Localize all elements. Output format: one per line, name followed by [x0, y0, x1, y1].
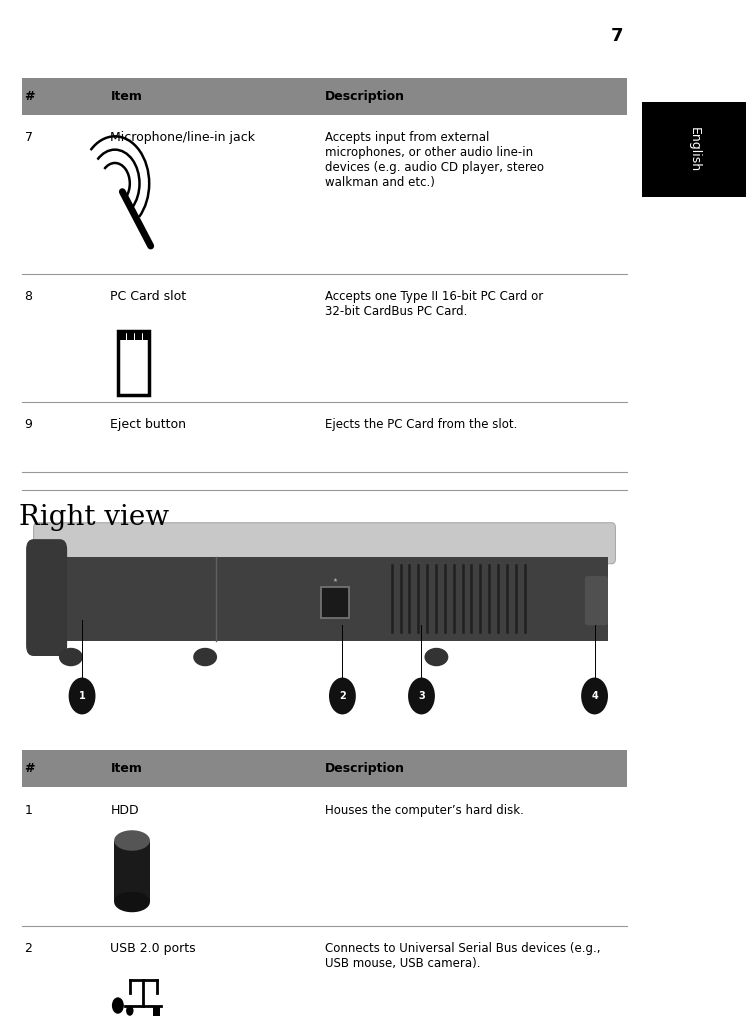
Text: Accepts one Type II 16-bit PC Card or
32-bit CardBus PC Card.: Accepts one Type II 16-bit PC Card or 32…	[325, 290, 543, 318]
Bar	[127, 331, 134, 340]
Text: 2: 2	[25, 942, 33, 955]
Bar	[22, 78, 627, 115]
Text: 2: 2	[339, 691, 346, 701]
Text: Description: Description	[325, 763, 404, 775]
Text: PC Card slot: PC Card slot	[110, 290, 186, 303]
Bar	[642, 102, 746, 197]
Bar	[153, 1006, 160, 1016]
Bar	[41, 557, 608, 641]
Text: USB 2.0 ports: USB 2.0 ports	[110, 942, 196, 955]
Text: Item: Item	[110, 763, 142, 775]
Text: 7: 7	[610, 27, 623, 45]
Text: 8: 8	[25, 290, 33, 303]
Text: #: #	[25, 763, 35, 775]
Ellipse shape	[193, 648, 217, 666]
Text: +: +	[113, 999, 123, 1012]
Text: Ejects the PC Card from the slot.: Ejects the PC Card from the slot.	[325, 418, 517, 432]
FancyBboxPatch shape	[26, 539, 67, 656]
Text: 1: 1	[25, 804, 33, 817]
Bar	[114, 840, 150, 902]
Text: Item: Item	[110, 90, 142, 102]
Ellipse shape	[114, 892, 150, 912]
Text: Accepts input from external
microphones, or other audio line-in
devices (e.g. au: Accepts input from external microphones,…	[325, 131, 544, 190]
Text: 4: 4	[591, 691, 598, 701]
Text: Description: Description	[325, 90, 404, 102]
FancyBboxPatch shape	[34, 523, 615, 564]
Ellipse shape	[424, 648, 448, 666]
Circle shape	[408, 678, 435, 714]
Bar	[118, 331, 149, 395]
Circle shape	[126, 1006, 134, 1016]
Ellipse shape	[59, 648, 83, 666]
Text: Eject button: Eject button	[110, 418, 186, 432]
Text: 9: 9	[25, 418, 33, 432]
Bar	[119, 331, 126, 340]
Text: 1: 1	[78, 691, 86, 701]
Text: Houses the computer’s hard disk.: Houses the computer’s hard disk.	[325, 804, 524, 817]
Text: 3: 3	[418, 691, 425, 701]
Text: HDD: HDD	[110, 804, 139, 817]
Text: Microphone/line-in jack: Microphone/line-in jack	[110, 131, 255, 145]
Ellipse shape	[114, 830, 150, 851]
Text: English: English	[687, 127, 700, 172]
FancyBboxPatch shape	[585, 576, 608, 625]
Bar	[143, 331, 150, 340]
Text: #: #	[25, 90, 35, 102]
Circle shape	[69, 678, 95, 714]
Bar	[321, 587, 349, 618]
Text: 7: 7	[25, 131, 33, 145]
Bar	[135, 331, 142, 340]
Circle shape	[112, 997, 124, 1014]
Bar	[22, 750, 627, 787]
Text: ★: ★	[333, 578, 337, 583]
Circle shape	[581, 678, 608, 714]
Text: Right view: Right view	[19, 504, 169, 531]
Circle shape	[329, 678, 356, 714]
Text: Connects to Universal Serial Bus devices (e.g.,
USB mouse, USB camera).: Connects to Universal Serial Bus devices…	[325, 942, 600, 970]
